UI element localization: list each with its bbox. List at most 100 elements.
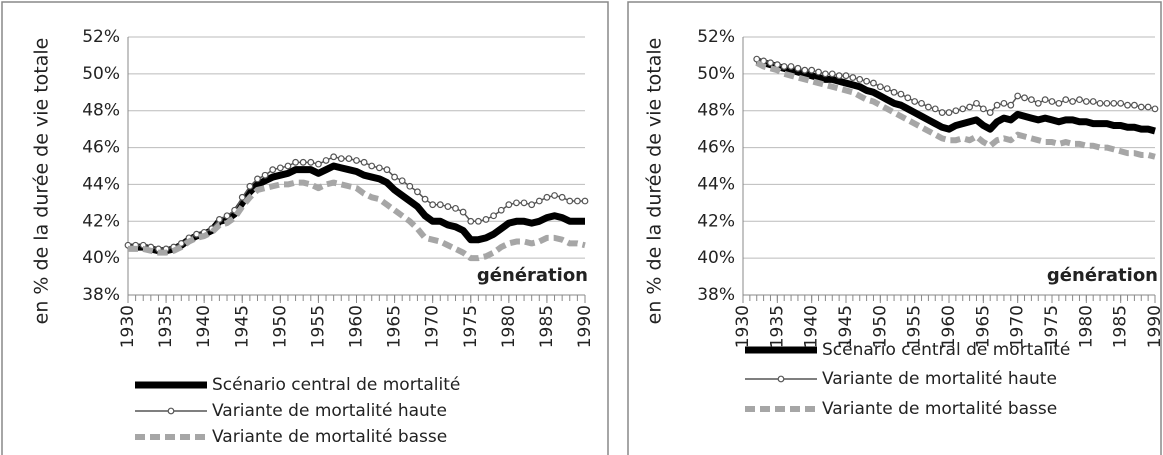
x-tick-label: 1970 xyxy=(1008,305,1028,348)
marker xyxy=(368,162,376,170)
y-axis-label: en % de la durée de vie totale xyxy=(644,38,666,325)
x-tick-label: 1950 xyxy=(870,305,890,348)
legend-label: Variante de mortalité haute xyxy=(822,369,1057,389)
legend-label: Variante de mortalité basse xyxy=(212,427,447,447)
marker xyxy=(330,153,338,161)
y-tick-label: 42% xyxy=(697,211,735,231)
marker xyxy=(414,188,421,196)
marker xyxy=(1055,99,1063,107)
panel-border xyxy=(1,1,609,455)
marker xyxy=(828,70,836,78)
x-tick-label: 1960 xyxy=(347,305,367,348)
marker xyxy=(391,173,398,181)
marker xyxy=(1007,101,1015,109)
marker xyxy=(842,72,850,80)
marker xyxy=(551,192,558,199)
x-tick-label: 1965 xyxy=(385,305,405,348)
marker xyxy=(767,59,774,67)
x-tick-label: 1930 xyxy=(118,305,138,348)
marker xyxy=(292,158,299,166)
marker xyxy=(1089,98,1097,105)
marker xyxy=(1124,101,1131,109)
marker xyxy=(876,83,884,91)
marker xyxy=(780,63,788,70)
x-tick-label: 1940 xyxy=(802,305,822,348)
y-tick-label: 46% xyxy=(82,138,120,158)
marker xyxy=(375,164,383,172)
marker xyxy=(863,77,870,85)
marker xyxy=(322,157,330,164)
legend-label: Scénario central de mortalité xyxy=(822,340,1070,360)
marker xyxy=(261,171,269,179)
marker xyxy=(315,160,322,168)
y-tick-label: 48% xyxy=(82,101,120,121)
legend-label: Variante de mortalité basse xyxy=(822,399,1057,419)
marker xyxy=(1096,99,1104,107)
marker xyxy=(794,64,802,72)
x-tick-label: 1945 xyxy=(836,305,856,348)
legend-label: Scénario central de mortalité xyxy=(212,375,460,395)
marker xyxy=(383,166,391,174)
marker xyxy=(966,103,973,111)
annotation: génération xyxy=(1047,265,1158,286)
marker xyxy=(959,105,967,113)
marker xyxy=(870,79,877,87)
y-tick-label: 38% xyxy=(697,285,735,305)
marker xyxy=(284,162,292,170)
marker xyxy=(1041,96,1049,104)
marker xyxy=(513,199,520,207)
marker xyxy=(1082,98,1090,105)
marker xyxy=(979,105,987,113)
marker xyxy=(1062,96,1070,104)
y-tick-label: 40% xyxy=(697,248,735,268)
legend-label: Variante de mortalité haute xyxy=(212,401,447,421)
marker xyxy=(406,182,414,190)
marker xyxy=(945,109,953,116)
marker xyxy=(452,204,459,212)
marker xyxy=(856,75,864,83)
x-tick-label: 1980 xyxy=(499,305,519,348)
x-tick-label: 1935 xyxy=(156,305,176,348)
x-tick-label: 1985 xyxy=(1111,305,1131,348)
y-tick-label: 42% xyxy=(82,211,120,231)
marker xyxy=(938,109,946,116)
marker xyxy=(520,199,528,207)
legend-marker xyxy=(777,375,785,383)
marker xyxy=(835,72,843,80)
marker xyxy=(1144,103,1152,111)
marker xyxy=(566,197,574,205)
x-tick-label: 1955 xyxy=(308,305,328,348)
x-tick-label: 1935 xyxy=(767,305,787,348)
y-tick-label: 46% xyxy=(697,138,735,158)
y-tick-label: 38% xyxy=(82,285,120,305)
marker xyxy=(276,164,284,172)
x-tick-label: 1990 xyxy=(1145,305,1163,348)
marker xyxy=(482,216,490,223)
panel-border xyxy=(627,1,1162,455)
series-line xyxy=(756,58,1156,114)
marker xyxy=(254,175,261,183)
marker xyxy=(353,157,360,164)
marker xyxy=(436,201,444,209)
y-tick-label: 40% xyxy=(82,248,120,268)
marker xyxy=(1137,103,1145,111)
marker xyxy=(345,155,353,163)
marker xyxy=(1014,92,1022,100)
series-line xyxy=(755,57,1156,135)
y-tick-label: 48% xyxy=(697,101,735,121)
marker xyxy=(1117,99,1125,107)
marker xyxy=(897,90,905,98)
marker xyxy=(986,109,994,116)
marker xyxy=(1130,101,1138,109)
marker xyxy=(1151,105,1159,113)
marker xyxy=(421,195,429,203)
marker xyxy=(459,208,467,216)
x-tick-label: 1945 xyxy=(232,305,252,348)
marker xyxy=(307,158,315,166)
marker xyxy=(558,193,566,201)
marker xyxy=(246,182,254,190)
marker xyxy=(911,98,919,105)
x-tick-label: 1960 xyxy=(939,305,959,348)
x-tick-label: 1980 xyxy=(1076,305,1096,348)
